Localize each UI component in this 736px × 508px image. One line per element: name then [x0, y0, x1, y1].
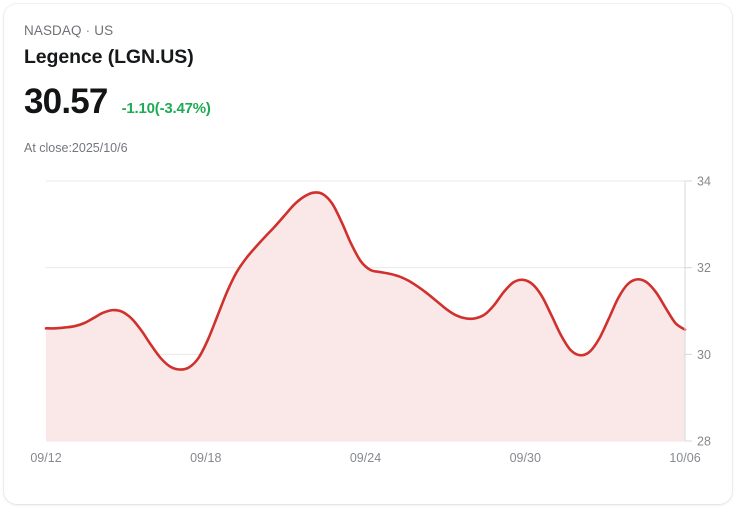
stock-quote-card: NASDAQ · US Legence (LGN.US) 30.57 -1.10(-…	[4, 4, 732, 504]
chart-area-fill	[46, 192, 685, 441]
x-tick-label-10-06: 10/06	[669, 451, 700, 465]
area-fill-path	[46, 192, 685, 441]
x-tick-label-09-24: 09/24	[350, 451, 381, 465]
x-tick-label-09-30: 09/30	[510, 451, 541, 465]
chart-x-tick-labels: 09/12 09/18 09/24 09/30 10/06	[30, 451, 700, 465]
price-line-path	[44, 191, 687, 371]
y-tick-label-28: 28	[697, 435, 711, 449]
price-chart[interactable]: 34 32 30 28 09/12 09/18 09/24 09/30 10/06	[4, 162, 732, 482]
y-tick-label-32: 32	[697, 261, 711, 275]
current-price: 30.57	[24, 82, 108, 121]
exchange-label: NASDAQ	[24, 23, 82, 38]
separator-dot: ·	[85, 23, 91, 38]
chart-y-tick-labels: 34 32 30 28	[697, 175, 711, 449]
page-title: Legence (LGN.US)	[24, 46, 194, 68]
chart-line-series	[44, 191, 687, 371]
x-tick-label-09-18: 09/18	[190, 451, 221, 465]
exchange-region-row: NASDAQ · US	[24, 22, 712, 40]
price-chart-svg[interactable]: 34 32 30 28 09/12 09/18 09/24 09/30 10/06	[4, 162, 732, 482]
chart-y-axis	[684, 180, 692, 442]
price-change: -1.10(-3.47%)	[121, 100, 211, 117]
y-tick-label-34: 34	[697, 175, 711, 189]
y-tick-label-30: 30	[697, 348, 711, 362]
quote-row: 30.57 -1.10(-3.47%)	[24, 82, 211, 122]
x-tick-label-09-12: 09/12	[30, 451, 61, 465]
card-header: NASDAQ · US Legence (LGN.US)	[24, 22, 712, 70]
region-label: US	[94, 23, 114, 38]
market-status-note: At close:2025/10/6	[24, 141, 128, 155]
